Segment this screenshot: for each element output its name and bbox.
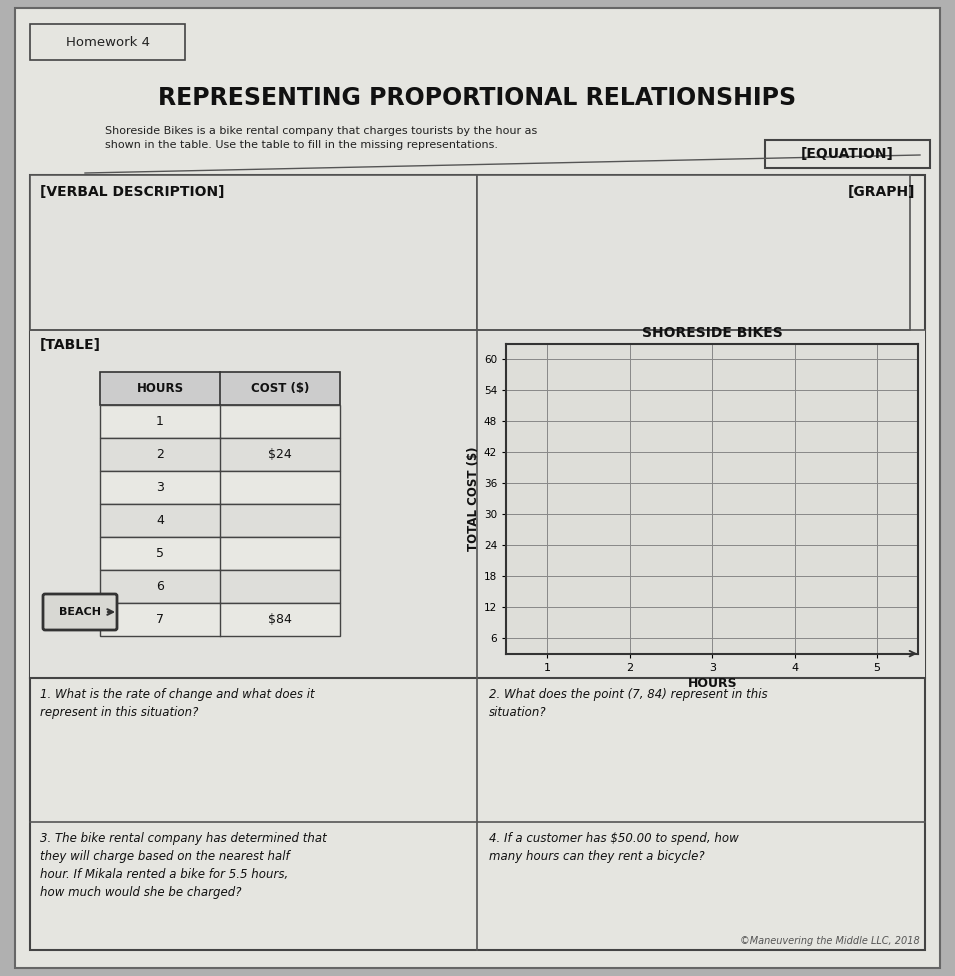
Text: Shoreside Bikes is a bike rental company that charges tourists by the hour as
sh: Shoreside Bikes is a bike rental company… [105,126,538,150]
Bar [477,175,910,330]
Text: 2. What does the point (7, 84) represent in this
situation?: 2. What does the point (7, 84) represent… [489,688,768,719]
Bar [100,570,340,603]
Title: SHORESIDE BIKES: SHORESIDE BIKES [642,326,782,340]
Text: ©Maneuvering the Middle LLC, 2018: ©Maneuvering the Middle LLC, 2018 [740,936,920,946]
Text: REPRESENTING PROPORTIONAL RELATIONSHIPS: REPRESENTING PROPORTIONAL RELATIONSHIPS [159,86,796,110]
Text: 6: 6 [156,580,164,593]
Bar [100,405,340,438]
Text: $24: $24 [268,448,292,461]
Bar [100,471,340,504]
Text: Homework 4: Homework 4 [66,35,150,49]
Text: $84: $84 [268,613,292,626]
Text: 4: 4 [156,514,164,527]
Text: 3. The bike rental company has determined that
they will charge based on the nea: 3. The bike rental company has determine… [40,833,327,899]
Text: [TABLE]: [TABLE] [40,338,101,352]
Text: 3: 3 [156,481,164,494]
Bar [100,438,340,471]
Bar [30,175,477,330]
Text: 7: 7 [156,613,164,626]
Y-axis label: TOTAL COST ($): TOTAL COST ($) [467,447,479,551]
Text: [GRAPH]: [GRAPH] [847,185,915,199]
Text: 1. What is the rate of change and what does it
represent in this situation?: 1. What is the rate of change and what d… [40,688,314,719]
Text: 5: 5 [156,547,164,560]
X-axis label: HOURS: HOURS [688,676,737,690]
Bar [30,678,925,950]
Bar [765,140,930,168]
Bar [100,537,340,570]
Bar [100,603,340,636]
Text: [EQUATION]: [EQUATION] [801,147,894,161]
FancyBboxPatch shape [43,594,117,630]
Bar [30,330,925,678]
Text: HOURS: HOURS [137,382,183,395]
Text: 1: 1 [156,415,164,428]
Bar [30,175,925,678]
Text: COST ($): COST ($) [251,382,309,395]
Text: [VERBAL DESCRIPTION]: [VERBAL DESCRIPTION] [40,185,224,199]
Bar [100,372,340,405]
Text: BEACH: BEACH [59,607,101,617]
Bar [30,24,185,60]
Text: 4. If a customer has $50.00 to spend, how
many hours can they rent a bicycle?: 4. If a customer has $50.00 to spend, ho… [489,833,739,863]
Text: 2: 2 [156,448,164,461]
Bar [100,504,340,537]
